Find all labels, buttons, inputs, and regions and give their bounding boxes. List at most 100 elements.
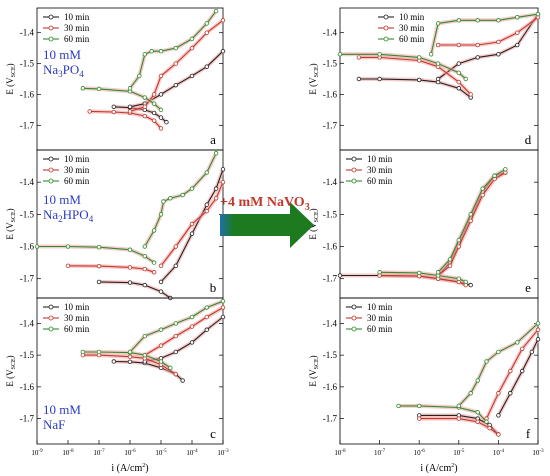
data-point — [189, 186, 195, 191]
data-point — [220, 298, 226, 304]
data-point — [377, 270, 382, 275]
data-point — [189, 340, 195, 345]
data-point — [158, 126, 164, 131]
legend-swatch-marker — [48, 304, 54, 310]
series-line-30-min — [82, 354, 177, 375]
data-point — [480, 186, 485, 191]
legend-swatch-marker — [48, 36, 54, 42]
data-point — [96, 263, 102, 269]
data-point — [435, 42, 441, 48]
data-point — [475, 419, 480, 424]
data-point — [151, 110, 157, 116]
data-point — [151, 101, 157, 106]
legend-swatch-marker — [48, 25, 54, 31]
data-point — [180, 192, 185, 198]
data-point — [189, 231, 195, 236]
legend-swatch-marker — [351, 178, 357, 184]
y-tick-label: -1.5 — [323, 350, 338, 360]
data-point — [96, 279, 102, 285]
data-point — [189, 73, 195, 79]
data-point — [158, 263, 164, 269]
legend-label: 30 min — [367, 165, 393, 175]
y-axis-label: E (VSCE) — [5, 208, 17, 239]
vanadate-addition-arrow — [212, 190, 322, 250]
data-point — [80, 86, 85, 91]
data-point — [456, 70, 461, 76]
data-point — [475, 42, 480, 48]
data-point — [508, 368, 513, 374]
x-axis-label: i (A/cm2) — [420, 463, 457, 474]
y-tick-label: -1.7 — [323, 414, 338, 424]
data-point — [111, 109, 116, 115]
panel-letter: b — [210, 280, 217, 295]
data-point — [142, 282, 147, 288]
data-point — [158, 73, 164, 79]
y-tick-label: -1.6 — [20, 89, 35, 99]
curve-halo — [143, 152, 218, 248]
legend-label: 10 min — [399, 12, 425, 22]
data-point — [496, 39, 501, 45]
data-point — [151, 228, 157, 233]
x-tick-label: 10-7 — [374, 449, 386, 457]
y-tick-label: -1.6 — [323, 382, 338, 392]
series-line-30-min — [358, 56, 472, 95]
data-point — [337, 273, 343, 278]
data-point — [468, 212, 473, 217]
y-tick-label: -1.7 — [20, 414, 35, 424]
data-point — [484, 359, 489, 364]
y-tick-label: -1.6 — [323, 89, 338, 99]
data-point — [496, 52, 501, 57]
legend-entry: 30 min — [43, 165, 90, 175]
panel-letter: a — [210, 132, 216, 147]
data-point — [127, 359, 133, 364]
data-point — [204, 314, 209, 320]
data-point — [142, 95, 147, 100]
data-point — [456, 276, 461, 281]
data-point — [496, 349, 501, 355]
data-point — [515, 30, 520, 35]
svg-text:E (VSCE): E (VSCE) — [308, 208, 320, 239]
curve-halo — [89, 109, 163, 130]
data-point — [456, 86, 461, 91]
data-point — [149, 49, 154, 54]
data-point — [173, 321, 178, 326]
data-point — [127, 86, 133, 91]
data-point — [475, 378, 480, 383]
data-point — [337, 52, 343, 57]
y-tick-label: -1.5 — [323, 59, 338, 69]
legend-label: 60 min — [64, 324, 90, 334]
legend-entry: 30 min — [346, 165, 393, 175]
legend-entry: 60 min — [378, 34, 425, 44]
data-point — [463, 279, 468, 285]
legend-entry: 10 min — [43, 12, 90, 22]
data-point — [417, 55, 422, 60]
data-point — [173, 45, 178, 51]
data-point — [65, 263, 71, 269]
data-point — [142, 52, 147, 57]
data-point — [447, 263, 453, 269]
data-point — [456, 42, 461, 48]
y-tick-label: -1.4 — [323, 28, 338, 38]
y-tick-label: -1.5 — [20, 59, 35, 69]
data-point — [447, 257, 453, 262]
legend-label: 60 min — [399, 34, 425, 44]
y-axis-label: E (VSCE) — [308, 355, 320, 386]
data-point — [173, 244, 178, 249]
data-point — [204, 208, 209, 214]
legend-entry: 10 min — [378, 12, 425, 22]
legend-label: 30 min — [64, 23, 90, 33]
y-tick-label: -1.6 — [20, 382, 35, 392]
data-point — [503, 167, 508, 172]
data-point — [456, 61, 461, 66]
data-point — [417, 270, 422, 276]
y-tick-label: -1.5 — [20, 209, 35, 219]
data-point — [204, 170, 209, 175]
legend-entry: 60 min — [43, 324, 90, 334]
y-tick-label: -1.4 — [20, 177, 35, 187]
data-point — [435, 270, 441, 275]
y-tick-label: -1.4 — [323, 177, 338, 187]
legend-label: 60 min — [64, 34, 90, 44]
right-arrow-icon — [220, 202, 314, 248]
curve-halo — [358, 77, 472, 100]
